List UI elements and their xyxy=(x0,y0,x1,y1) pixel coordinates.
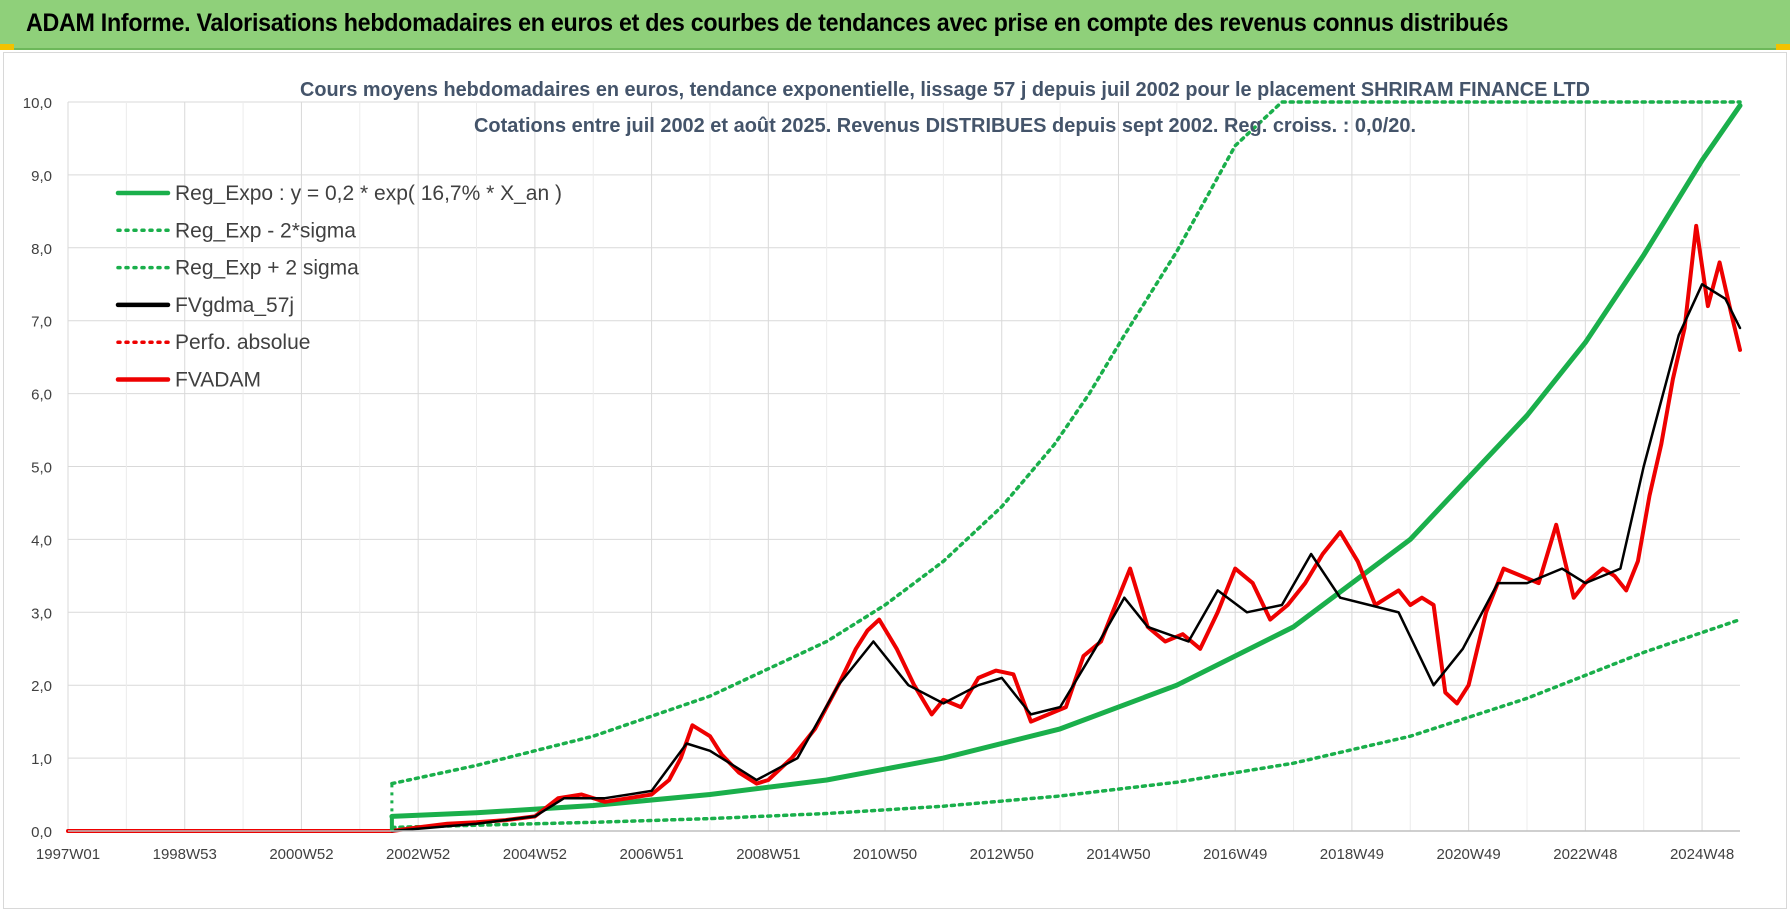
legend-label-perfo-absolue: Perfo. absolue xyxy=(175,331,310,354)
chart-subtitle: Cotations entre juil 2002 et août 2025. … xyxy=(474,115,1416,137)
axis-layer: 0,0 1,0 2,0 3,0 4,0 5,0 6,0 7,0 8,0 9,0 10,0 1997W0… xyxy=(23,95,1740,863)
x-tick-label: 2008W51 xyxy=(736,846,800,863)
header-banner: ADAM Informe. Valorisations hebdomadaire… xyxy=(0,0,1790,50)
legend: Reg_Expo : y = 0,2 * exp( 16,7% * X_an )… xyxy=(115,182,562,392)
series-fvadam xyxy=(66,223,1742,833)
y-tick-label: 10,0 xyxy=(23,95,52,112)
y-tick-label: 0,0 xyxy=(31,824,52,841)
x-tick-label: 2020W49 xyxy=(1437,846,1501,863)
chart-frame xyxy=(3,52,1787,909)
corner-marker-right xyxy=(1776,44,1790,50)
y-tick-label: 3,0 xyxy=(31,605,52,622)
y-tick-label: 4,0 xyxy=(31,532,52,549)
x-tick-label: 2014W50 xyxy=(1086,846,1150,863)
x-tick-label: 2018W49 xyxy=(1320,846,1384,863)
y-tick-label: 1,0 xyxy=(31,751,52,768)
x-tick-label: 2004W52 xyxy=(503,846,567,863)
x-tick-label: 2024W48 xyxy=(1670,846,1734,863)
series-reg-exp-2-sigma xyxy=(390,100,1742,786)
y-tick-label: 9,0 xyxy=(31,168,52,185)
x-tick-label: 2022W48 xyxy=(1553,846,1617,863)
series-layer xyxy=(66,100,1743,833)
grid-lines xyxy=(67,101,1740,832)
y-tick-label: 8,0 xyxy=(31,241,52,258)
legend-label-reg-expo-y-0-2-exp-16-7-x-an: Reg_Expo : y = 0,2 * exp( 16,7% * X_an ) xyxy=(175,182,562,205)
series-reg-expo-y-0-2-exp-16-7-x-an xyxy=(389,103,1743,819)
x-tick-label: 1998W53 xyxy=(153,846,217,863)
y-tick-label: 6,0 xyxy=(31,387,52,404)
x-tick-label: 2012W50 xyxy=(970,846,1034,863)
corner-marker-left xyxy=(0,44,14,50)
report-title: ADAM Informe. Valorisations hebdomadaire… xyxy=(26,9,1509,37)
x-tick-label: 2002W52 xyxy=(386,846,450,863)
y-tick-label: 5,0 xyxy=(31,460,52,477)
x-tick-label: 2016W49 xyxy=(1203,846,1267,863)
x-tick-label: 2000W52 xyxy=(269,846,333,863)
x-tick-label: 2010W50 xyxy=(853,846,917,863)
legend-label-fvgdma-57j: FVgdma_57j xyxy=(175,294,294,317)
x-tick-label: 2006W51 xyxy=(619,846,683,863)
legend-label-fvadam: FVADAM xyxy=(175,369,261,392)
y-tick-label: 2,0 xyxy=(31,678,52,695)
x-tick-label: 1997W01 xyxy=(36,846,100,863)
series-reg-exp-2-sigma xyxy=(390,617,1742,830)
series-fvgdma-57j xyxy=(390,283,1742,833)
chart-title: Cours moyens hebdomadaires en euros, ten… xyxy=(300,79,1590,101)
y-tick-label: 7,0 xyxy=(31,314,52,331)
legend-label-reg-exp-2-sigma: Reg_Exp - 2*sigma xyxy=(175,219,356,242)
legend-label-reg-exp-2-sigma: Reg_Exp + 2 sigma xyxy=(175,257,359,280)
